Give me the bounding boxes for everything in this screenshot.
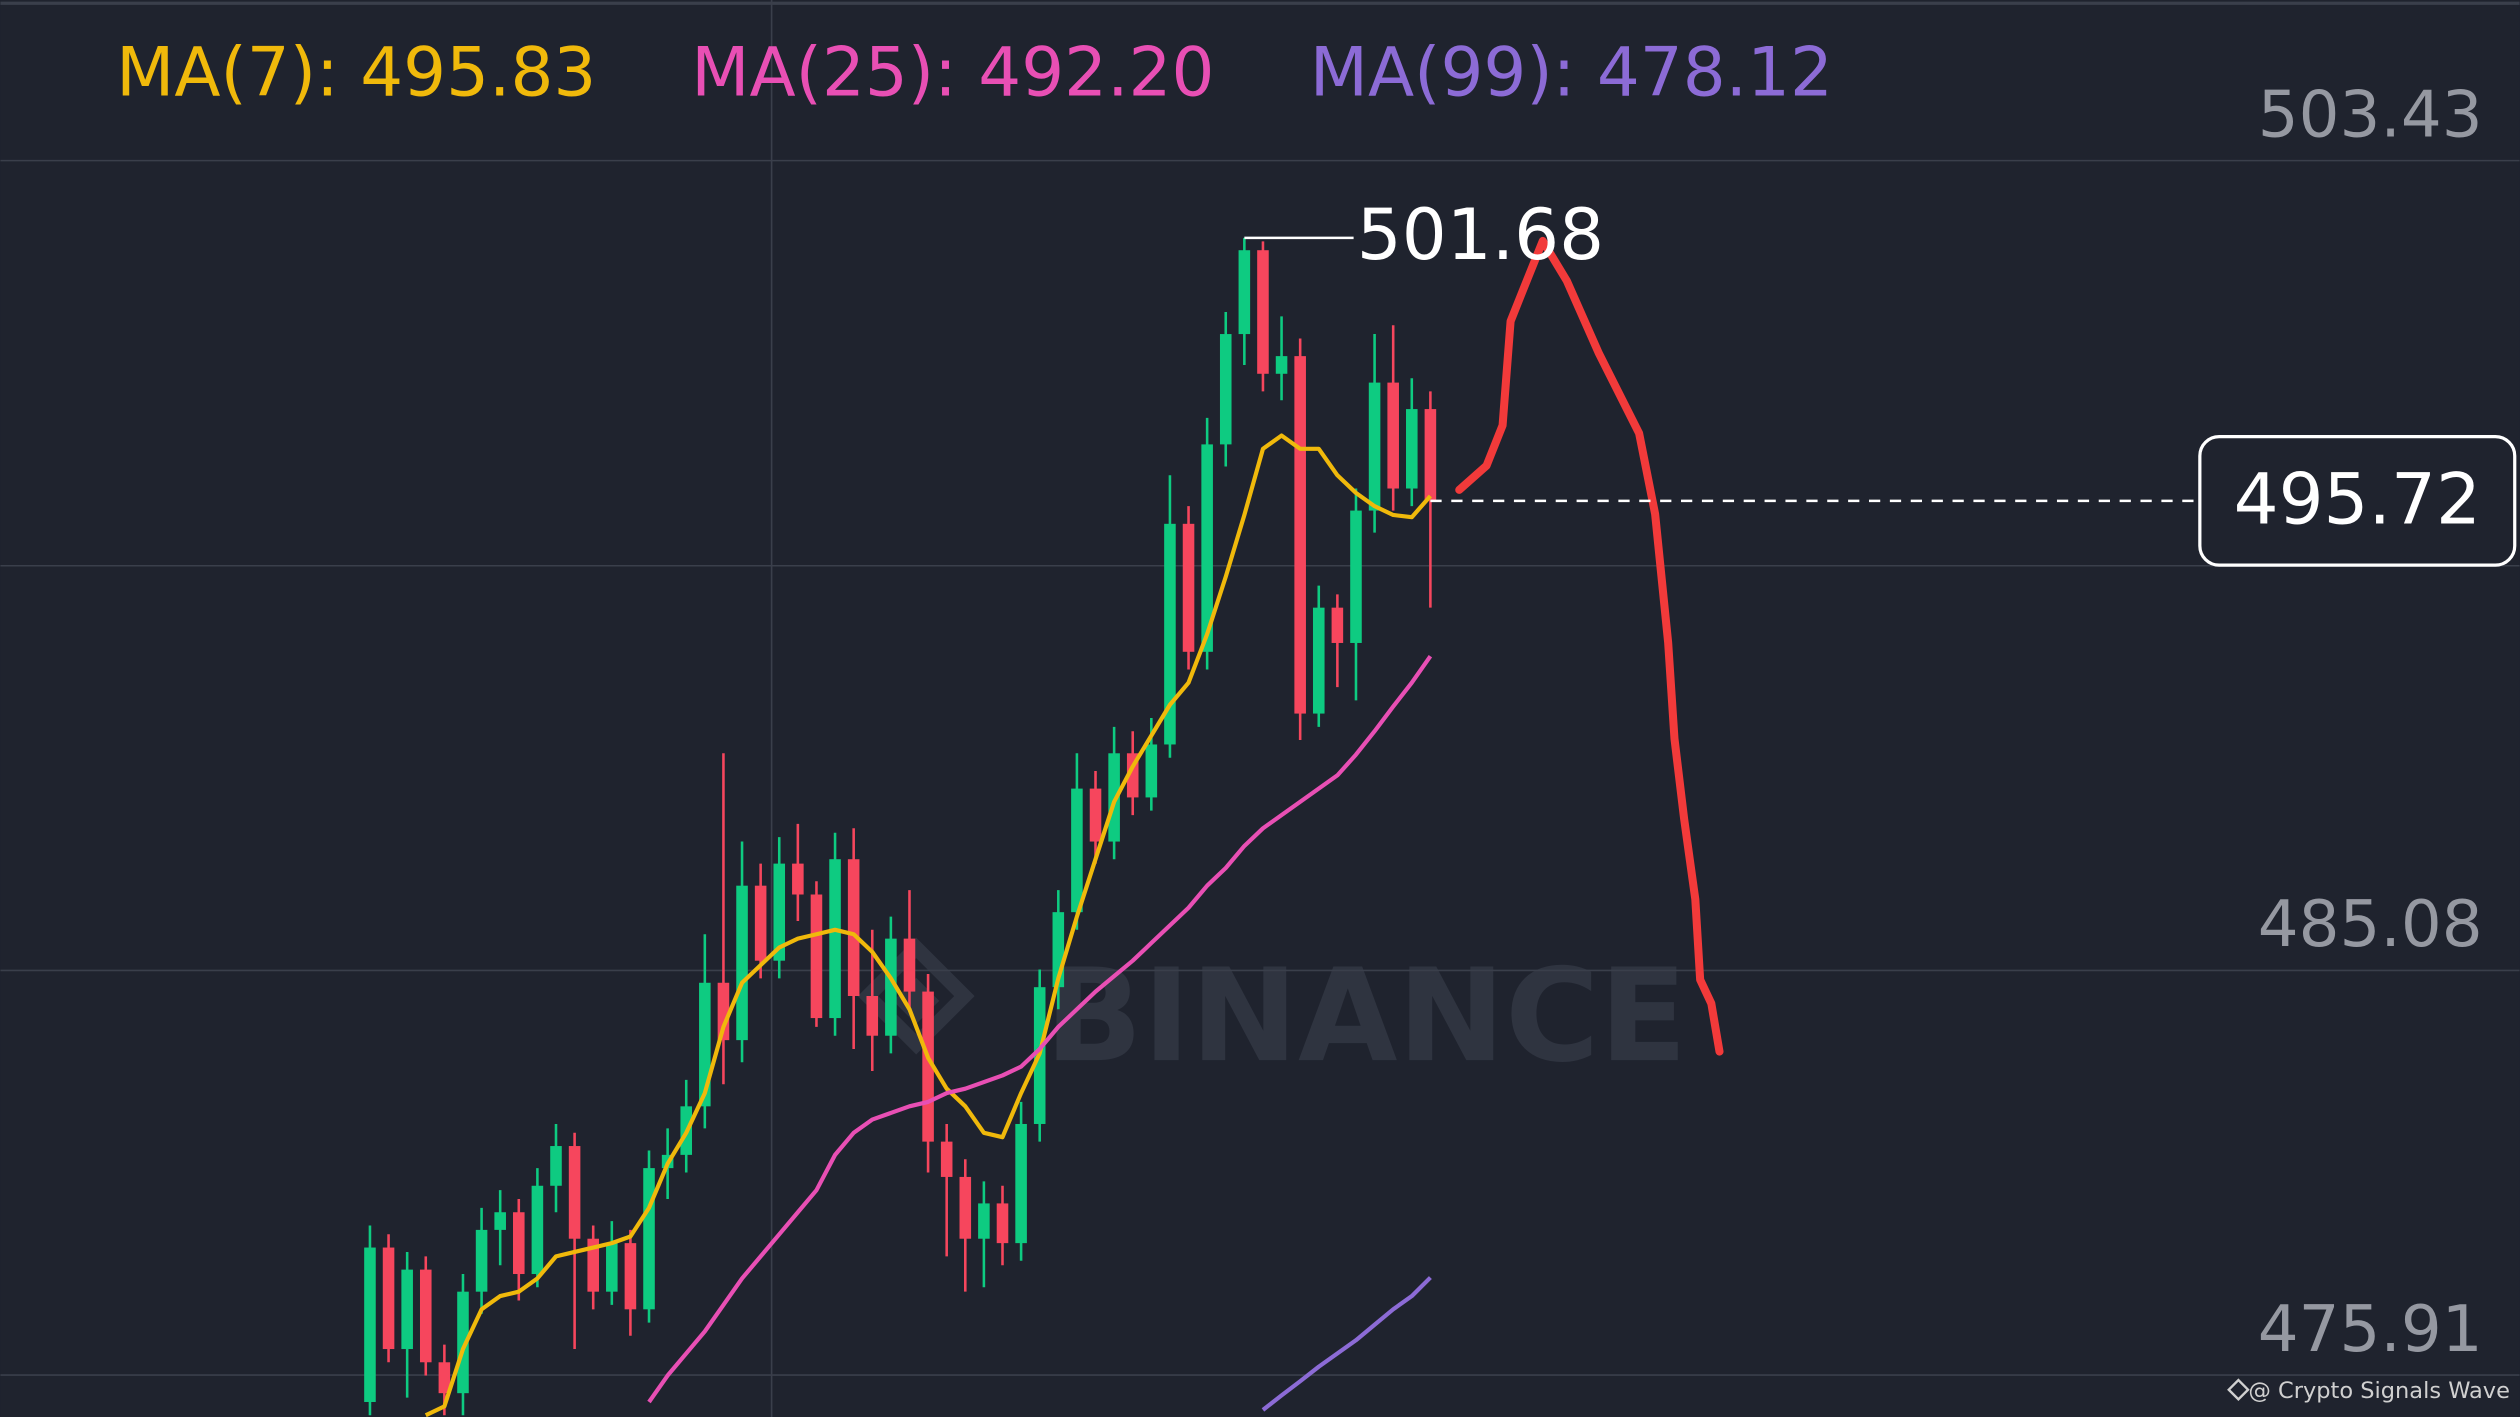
candle-body [1201, 444, 1213, 652]
legend-entry: MA(7): 495.83 [116, 33, 596, 112]
price-label: 495.72 [2234, 458, 2481, 541]
candle-body [643, 1168, 655, 1310]
ma-line [647, 655, 1433, 1404]
candle-body [1145, 744, 1158, 798]
candle-body [401, 1269, 413, 1350]
candle-body [531, 1185, 544, 1275]
candle-body [438, 1362, 451, 1394]
candle-body [568, 1146, 581, 1239]
candle-body [1052, 912, 1065, 988]
candle-body [866, 996, 879, 1036]
annotation-line [1455, 236, 1724, 1056]
candle-body [587, 1238, 599, 1292]
candle-body [978, 1203, 990, 1239]
legend-entry: MA(25): 492.20 [691, 33, 1214, 112]
high-label: 501.68 [1357, 193, 1604, 276]
legend-entry: MA(99): 478.12 [1310, 33, 1833, 112]
candle-body [1126, 753, 1139, 798]
ma-line [1261, 1276, 1432, 1412]
candle-body [792, 863, 804, 895]
candle-body [1219, 334, 1232, 445]
candle-body [717, 982, 730, 1041]
candle-body [1350, 510, 1362, 643]
credit-icon [2227, 1378, 2250, 1402]
candle-body [550, 1146, 562, 1186]
candle-body [1294, 356, 1306, 714]
candle-body [1406, 409, 1418, 489]
y-tick-label: 503.43 [2258, 77, 2483, 152]
candle-body [996, 1203, 1009, 1244]
candle-body [1089, 788, 1102, 842]
candle-body [494, 1212, 506, 1230]
price-box [2198, 435, 2517, 567]
candle-body [624, 1243, 637, 1310]
watermark: BINANCE [1045, 942, 1687, 1091]
candle-body [1257, 250, 1269, 374]
candle-body [903, 938, 916, 992]
candle-body [1424, 409, 1437, 501]
candle-body [940, 1141, 953, 1177]
candle-body [419, 1269, 432, 1363]
candle-body [475, 1229, 488, 1292]
candle-body [754, 885, 767, 961]
candle-body [1238, 250, 1251, 335]
candle-body [736, 885, 748, 1041]
candle-body [699, 982, 711, 1107]
candle-body [1164, 523, 1176, 745]
candle-body [959, 1176, 972, 1239]
candle-body [1368, 382, 1381, 511]
candle-body [382, 1247, 395, 1350]
y-tick-label: 475.91 [2258, 1292, 2483, 1367]
candle-body [364, 1247, 376, 1402]
candle-body [885, 938, 897, 1036]
candle-body [1275, 356, 1288, 374]
candle-body [1182, 523, 1195, 652]
candle-body [606, 1243, 618, 1292]
candle-body [457, 1291, 469, 1394]
candle-body [513, 1212, 525, 1275]
candle-body [773, 863, 786, 961]
candle-body [829, 859, 841, 1019]
candle-body [1387, 382, 1399, 489]
candle-body [1071, 788, 1083, 913]
credit: @ Crypto Signals Wave [2248, 1378, 2510, 1404]
candle-body [847, 859, 860, 997]
candle-body [922, 991, 934, 1142]
candle-body [1015, 1123, 1027, 1244]
candle-body [1331, 607, 1344, 643]
ma-line [424, 433, 1432, 1417]
candle-body [810, 894, 823, 1019]
candle-body [1312, 607, 1325, 714]
y-tick-label: 485.08 [2258, 887, 2483, 962]
